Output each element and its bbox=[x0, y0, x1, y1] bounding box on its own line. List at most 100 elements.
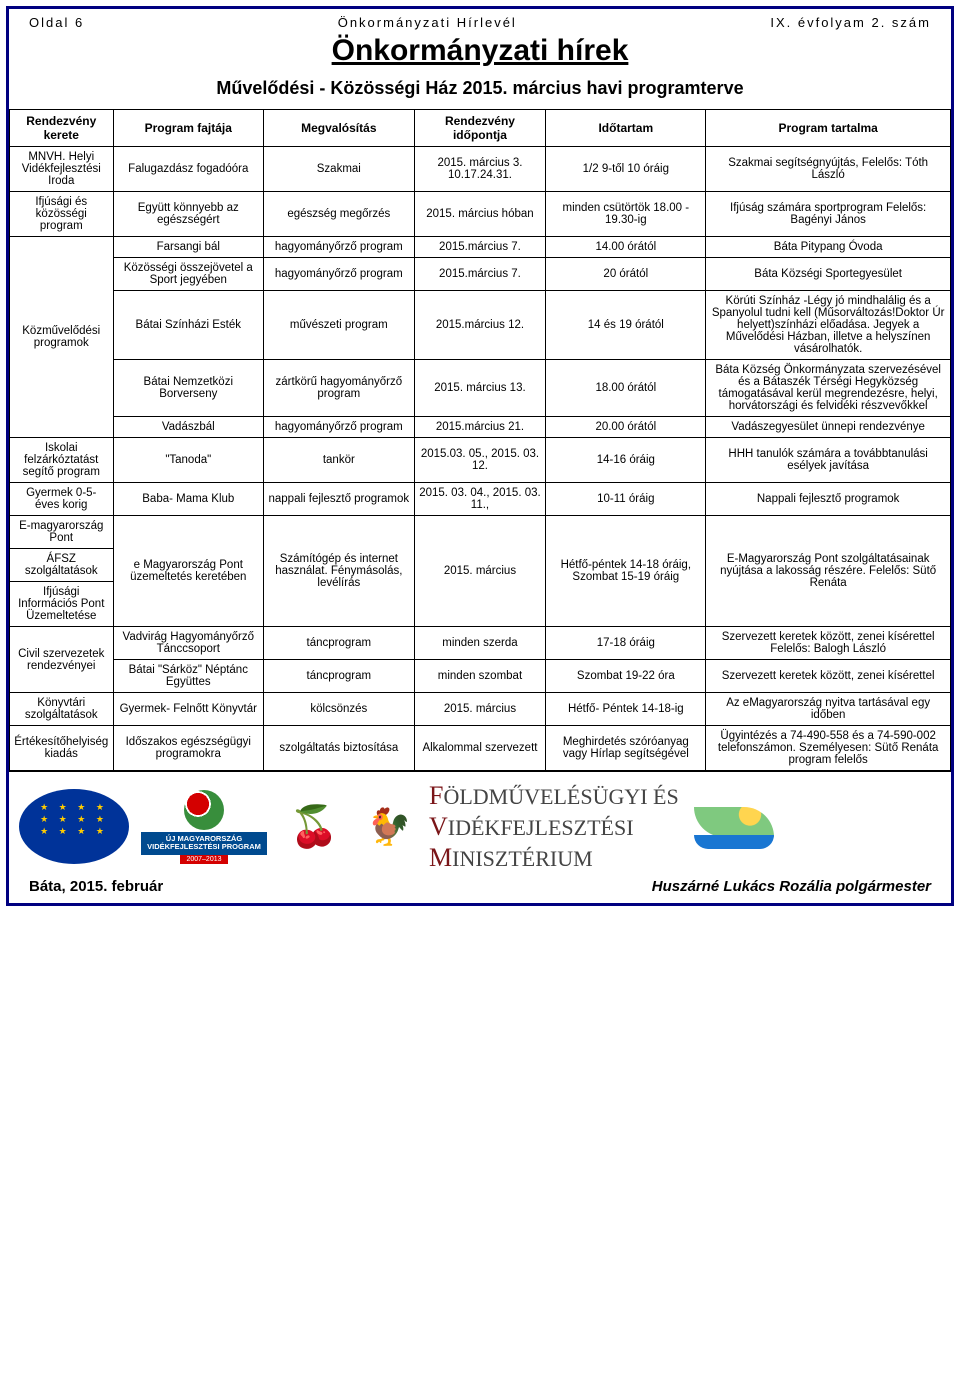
footer-signature: Huszárné Lukács Rozália polgármester bbox=[652, 878, 931, 895]
cell: Bátai "Sárköz" Néptánc Együttes bbox=[113, 660, 264, 693]
ministry-line1: ÖLDMŰVELÉSÜGYI ÉS bbox=[443, 784, 678, 809]
cell: Szervezett keretek között, zenei kíséret… bbox=[706, 627, 951, 660]
col-tartalma: Program tartalma bbox=[706, 110, 951, 147]
cell: Hétfő- Péntek 14-18-ig bbox=[546, 693, 706, 726]
cell: Bátai Nemzetközi Borverseny bbox=[113, 360, 264, 417]
subtitle: Művelődési - Közösségi Ház 2015. március… bbox=[9, 78, 951, 99]
ministry-line3: INISZTÉRIUM bbox=[452, 846, 593, 871]
cell: 17-18 óráig bbox=[546, 627, 706, 660]
cell: Hétfő-péntek 14-18 óráig, Szombat 15-19 … bbox=[546, 516, 706, 627]
cell: 2015. március 13. bbox=[414, 360, 546, 417]
cell: 14-16 óráig bbox=[546, 438, 706, 483]
cell: Báta Pitypang Óvoda bbox=[706, 237, 951, 258]
ministry-init-v: V bbox=[429, 812, 448, 841]
cell: "Tanoda" bbox=[113, 438, 264, 483]
table-row: Iskolai felzárkóztatást segítő program "… bbox=[10, 438, 951, 483]
cell: hagyományőrző program bbox=[264, 258, 415, 291]
swoosh-icon bbox=[689, 797, 779, 857]
cell: táncprogram bbox=[264, 660, 415, 693]
cell-kerete-ifjusagi: Ifjúsági Információs Pont Üzemeltetése bbox=[10, 582, 114, 627]
newsletter-title: Önkormányzati Hírlevél bbox=[338, 15, 517, 30]
table-row: Bátai Nemzetközi Borverseny zártkörű hag… bbox=[10, 360, 951, 417]
cell: 2015.március 7. bbox=[414, 258, 546, 291]
cell: művészeti program bbox=[264, 291, 415, 360]
cell: 10-11 óráig bbox=[546, 483, 706, 516]
cell: tankör bbox=[264, 438, 415, 483]
cell: 20.00 órától bbox=[546, 417, 706, 438]
table-row: Könyvtári szolgáltatások Gyermek- Felnőt… bbox=[10, 693, 951, 726]
cell: Időszakos egészségügyi programokra bbox=[113, 726, 264, 771]
table-row: Értékesítőhelyiség kiadás Időszakos egés… bbox=[10, 726, 951, 771]
cell: minden szombat bbox=[414, 660, 546, 693]
logo-row: ÚJ MAGYARORSZÁG VIDÉKFEJLESZTÉSI PROGRAM… bbox=[9, 771, 951, 874]
cell: Vadvirág Hagyományőrző Tánccsoport bbox=[113, 627, 264, 660]
cell: 18.00 órától bbox=[546, 360, 706, 417]
cherry-icon: 🍒 bbox=[279, 792, 349, 862]
footer-date: Báta, 2015. február bbox=[29, 878, 163, 895]
table-row: Közművelődési programok Farsangi bál hag… bbox=[10, 237, 951, 258]
cell: 2015. 03. 04., 2015. 03. 11., bbox=[414, 483, 546, 516]
cell: Szakmai segítségnyújtás, Felelős: Tóth L… bbox=[706, 147, 951, 192]
cell: 2015.03. 05., 2015. 03. 12. bbox=[414, 438, 546, 483]
cell: 2015.március 21. bbox=[414, 417, 546, 438]
ministry-init-f: F bbox=[429, 781, 443, 810]
cell: kölcsönzés bbox=[264, 693, 415, 726]
table-row: Közösségi összejövetel a Sport jegyében … bbox=[10, 258, 951, 291]
main-title: Önkormányzati hírek bbox=[9, 34, 951, 68]
table-row: Vadászbál hagyományőrző program 2015.már… bbox=[10, 417, 951, 438]
cell: hagyományőrző program bbox=[264, 417, 415, 438]
cell: Nappali fejlesztő programok bbox=[706, 483, 951, 516]
umvp-logo: ÚJ MAGYARORSZÁG VIDÉKFEJLESZTÉSI PROGRAM… bbox=[139, 782, 269, 872]
cell: Szervezett keretek között, zenei kíséret… bbox=[706, 660, 951, 693]
table-row: E-magyarország Pont e Magyarország Pont … bbox=[10, 516, 951, 549]
umvp-line2: VIDÉKFEJLESZTÉSI PROGRAM bbox=[147, 842, 261, 851]
cell: Báta Község Önkormányzata szervezésével … bbox=[706, 360, 951, 417]
cell: 20 órától bbox=[546, 258, 706, 291]
cell: Számítógép és internet használat. Fénymá… bbox=[264, 516, 415, 627]
cell: Együtt könnyebb az egészségért bbox=[113, 192, 264, 237]
cell: Vadászegyesület ünnepi rendezvénye bbox=[706, 417, 951, 438]
page-label: Oldal 6 bbox=[29, 15, 84, 30]
issue-number: IX. évfolyam 2. szám bbox=[770, 15, 931, 30]
ministry-line2: IDÉKFEJLESZTÉSI bbox=[448, 815, 634, 840]
cell: minden csütörtök 18.00 - 19.30-ig bbox=[546, 192, 706, 237]
cell: minden szerda bbox=[414, 627, 546, 660]
cell: 2015.március 7. bbox=[414, 237, 546, 258]
cell: nappali fejlesztő programok bbox=[264, 483, 415, 516]
cell-kerete: Könyvtári szolgáltatások bbox=[10, 693, 114, 726]
table-row: Ifjúsági és közösségi program Együtt kön… bbox=[10, 192, 951, 237]
cell: Szakmai bbox=[264, 147, 415, 192]
cell: Alkalommal szervezett bbox=[414, 726, 546, 771]
table-row: Civil szervezetek rendezvényei Vadvirág … bbox=[10, 627, 951, 660]
cell: Gyermek- Felnőtt Könyvtár bbox=[113, 693, 264, 726]
cell: Bátai Színházi Esték bbox=[113, 291, 264, 360]
cell: Közösségi összejövetel a Sport jegyében bbox=[113, 258, 264, 291]
cell: Szombat 19-22 óra bbox=[546, 660, 706, 693]
cell: 2015. március bbox=[414, 516, 546, 627]
cell: 2015. március hóban bbox=[414, 192, 546, 237]
cell: táncprogram bbox=[264, 627, 415, 660]
cell: Falugazdász fogadóóra bbox=[113, 147, 264, 192]
cell-kerete-kozmuvelodesi: Közművelődési programok bbox=[10, 237, 114, 438]
cell: 2015.március 12. bbox=[414, 291, 546, 360]
cell: Farsangi bál bbox=[113, 237, 264, 258]
cell: egészség megőrzés bbox=[264, 192, 415, 237]
table-row: Bátai "Sárköz" Néptánc Együttes táncprog… bbox=[10, 660, 951, 693]
col-fajta: Program fajtája bbox=[113, 110, 264, 147]
cell: 2015. március 3. 10.17.24.31. bbox=[414, 147, 546, 192]
cell: Meghirdetés szóróanyag vagy Hírlap segít… bbox=[546, 726, 706, 771]
cell: 14.00 órától bbox=[546, 237, 706, 258]
cell: 2015. március bbox=[414, 693, 546, 726]
cell-kerete: MNVH. Helyi Vidékfejlesztési Iroda bbox=[10, 147, 114, 192]
cell: Báta Községi Sportegyesület bbox=[706, 258, 951, 291]
schedule-table: Rendezvény kerete Program fajtája Megval… bbox=[9, 109, 951, 771]
table-row: Bátai Színházi Esték művészeti program 2… bbox=[10, 291, 951, 360]
cell-kerete: Iskolai felzárkóztatást segítő program bbox=[10, 438, 114, 483]
cell: e Magyarország Pont üzemeltetés keretébe… bbox=[113, 516, 264, 627]
cell: Ifjúság számára sportprogram Felelős: Ba… bbox=[706, 192, 951, 237]
cell-kerete: Gyermek 0-5-éves korig bbox=[10, 483, 114, 516]
col-kerete: Rendezvény kerete bbox=[10, 110, 114, 147]
table-header-row: Rendezvény kerete Program fajtája Megval… bbox=[10, 110, 951, 147]
cell-kerete-afsz: ÁFSZ szolgáltatások bbox=[10, 549, 114, 582]
cell: 14 és 19 órától bbox=[546, 291, 706, 360]
